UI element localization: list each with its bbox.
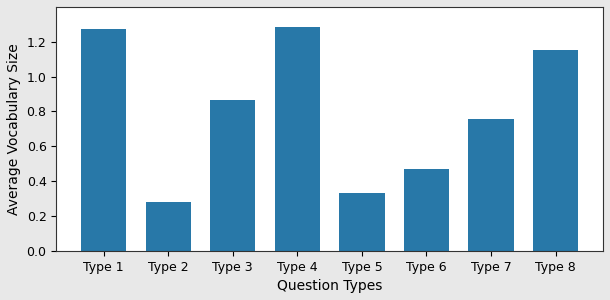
Bar — [274, 27, 320, 251]
Bar — [404, 169, 449, 251]
Bar — [468, 119, 514, 251]
Bar — [146, 202, 191, 251]
Bar — [210, 100, 256, 251]
Bar — [339, 193, 384, 251]
Y-axis label: Average Vocabulary Size: Average Vocabulary Size — [7, 43, 21, 215]
Bar — [81, 29, 126, 251]
X-axis label: Question Types: Question Types — [277, 279, 382, 293]
Bar — [533, 50, 578, 251]
